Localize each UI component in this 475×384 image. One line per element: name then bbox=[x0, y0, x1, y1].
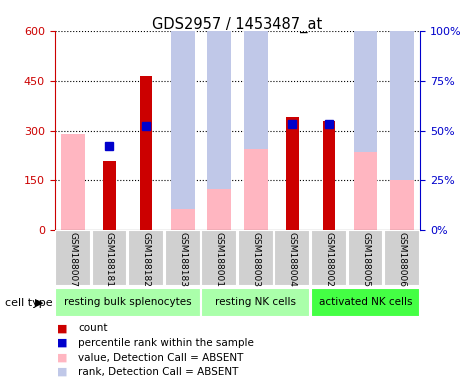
Text: GSM188181: GSM188181 bbox=[105, 232, 114, 287]
Bar bbox=[311, 230, 347, 286]
Text: percentile rank within the sample: percentile rank within the sample bbox=[78, 338, 254, 348]
Text: GSM188005: GSM188005 bbox=[361, 232, 370, 287]
Bar bbox=[353, 0, 378, 230]
Text: rank, Detection Call = ABSENT: rank, Detection Call = ABSENT bbox=[78, 367, 239, 377]
Text: count: count bbox=[78, 323, 108, 333]
Bar bbox=[55, 288, 200, 317]
Bar bbox=[323, 121, 335, 230]
Text: ■: ■ bbox=[57, 323, 67, 333]
Text: ▶: ▶ bbox=[35, 298, 44, 308]
Bar bbox=[171, 0, 195, 230]
Bar bbox=[244, 0, 268, 230]
Bar bbox=[201, 230, 237, 286]
Bar bbox=[244, 149, 268, 230]
Text: value, Detection Call = ABSENT: value, Detection Call = ABSENT bbox=[78, 353, 244, 362]
Bar bbox=[311, 288, 420, 317]
Bar bbox=[384, 230, 420, 286]
Text: GSM188004: GSM188004 bbox=[288, 232, 297, 287]
Text: GSM188003: GSM188003 bbox=[251, 232, 260, 287]
Text: GSM188006: GSM188006 bbox=[398, 232, 407, 287]
Bar bbox=[165, 230, 200, 286]
Bar bbox=[128, 230, 164, 286]
Bar bbox=[286, 117, 299, 230]
Bar bbox=[55, 230, 91, 286]
Text: ■: ■ bbox=[57, 367, 67, 377]
Text: GSM188182: GSM188182 bbox=[142, 232, 151, 287]
Bar bbox=[171, 209, 195, 230]
Bar bbox=[201, 288, 310, 317]
Bar bbox=[353, 152, 378, 230]
Bar bbox=[207, 189, 231, 230]
Bar bbox=[238, 230, 274, 286]
Bar bbox=[140, 76, 152, 230]
Bar bbox=[103, 161, 116, 230]
Text: GDS2957 / 1453487_at: GDS2957 / 1453487_at bbox=[152, 17, 323, 33]
Bar bbox=[275, 230, 310, 286]
Text: GSM188183: GSM188183 bbox=[178, 232, 187, 287]
Text: resting bulk splenocytes: resting bulk splenocytes bbox=[64, 297, 191, 308]
Bar bbox=[348, 230, 383, 286]
Text: GSM188002: GSM188002 bbox=[324, 232, 333, 287]
Text: ■: ■ bbox=[57, 353, 67, 362]
Bar bbox=[61, 134, 85, 230]
Text: activated NK cells: activated NK cells bbox=[319, 297, 412, 308]
Text: cell type: cell type bbox=[5, 298, 52, 308]
Bar bbox=[92, 230, 127, 286]
Text: resting NK cells: resting NK cells bbox=[215, 297, 296, 308]
Text: ■: ■ bbox=[57, 338, 67, 348]
Bar bbox=[207, 0, 231, 230]
Text: GSM188001: GSM188001 bbox=[215, 232, 224, 287]
Text: GSM188007: GSM188007 bbox=[68, 232, 77, 287]
Bar bbox=[390, 180, 414, 230]
Bar bbox=[390, 0, 414, 230]
